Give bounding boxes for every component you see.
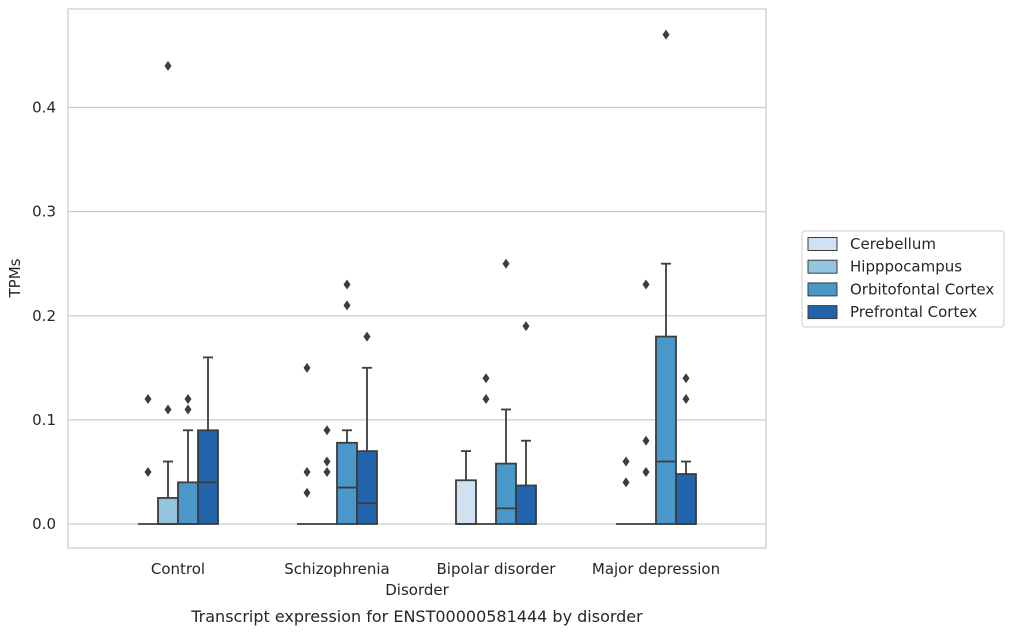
outlier-point	[682, 373, 690, 384]
box	[495, 462, 517, 525]
box	[515, 484, 537, 525]
outlier-point	[363, 331, 371, 342]
x-tick-label: Schizophrenia	[284, 560, 389, 578]
y-axis-title: TPMs	[6, 258, 24, 298]
legend: Cerebellum Hipppocampus Orbitofontal Corte…	[801, 230, 1005, 328]
box-group	[317, 425, 337, 525]
legend-swatch	[807, 282, 838, 297]
box-group	[138, 394, 158, 525]
outlier-point	[184, 404, 192, 415]
outlier-point	[622, 456, 630, 467]
x-tick-label: Major depression	[592, 560, 720, 578]
box	[675, 473, 697, 525]
outlier-point	[642, 466, 650, 477]
outlier-point	[323, 456, 331, 467]
box-group	[455, 450, 477, 525]
x-tick-label: Control	[151, 560, 205, 578]
box-group	[655, 29, 677, 525]
box-group	[476, 373, 496, 525]
box-group	[197, 356, 219, 525]
box	[336, 441, 358, 525]
outlier-point	[164, 60, 172, 71]
outlier-point	[323, 425, 331, 436]
outlier-point	[184, 394, 192, 405]
box-group	[177, 394, 199, 525]
outlier-point	[303, 362, 311, 373]
outlier-point	[522, 321, 530, 332]
box-group	[356, 331, 378, 525]
legend-label: Cerebellum	[850, 235, 936, 253]
box-group	[336, 279, 358, 525]
outlier-point	[144, 466, 152, 477]
outlier-point	[662, 29, 670, 40]
box	[455, 479, 477, 525]
box-group	[157, 60, 179, 525]
outlier-point	[343, 279, 351, 290]
y-tick-labels: 0.0 0.1 0.2 0.3 0.4	[32, 99, 56, 534]
box-group	[616, 456, 636, 525]
outlier-point	[482, 373, 490, 384]
y-tick-label: 0.3	[32, 203, 56, 221]
legend-items: Cerebellum Hipppocampus Orbitofontal Corte…	[807, 235, 994, 321]
outlier-point	[323, 466, 331, 477]
box-group	[636, 279, 656, 525]
x-axis-title: Disorder	[385, 581, 449, 599]
chart-caption: Transcript expression for ENST0000058144…	[190, 607, 643, 626]
box	[655, 335, 677, 525]
box	[356, 450, 378, 525]
outlier-point	[502, 258, 510, 269]
box	[157, 497, 179, 525]
x-tick-label: Bipolar disorder	[437, 560, 557, 578]
box-group	[297, 362, 317, 525]
plot-area-background	[68, 9, 766, 548]
box-group	[515, 321, 537, 525]
outlier-point	[164, 404, 172, 415]
y-tick-label: 0.2	[32, 307, 56, 325]
outlier-point	[682, 394, 690, 405]
legend-frame	[801, 230, 1005, 328]
box	[197, 429, 219, 525]
legend-swatch	[807, 237, 838, 251]
legend-swatch	[807, 259, 838, 274]
box	[177, 481, 199, 525]
outlier-point	[343, 300, 351, 311]
y-tick-label: 0.1	[32, 411, 56, 429]
x-tick-labels: Control Schizophrenia Bipolar disorder Majo…	[151, 560, 720, 578]
y-tick-label: 0.4	[32, 99, 56, 117]
outlier-point	[482, 394, 490, 405]
legend-swatch	[807, 305, 838, 320]
outlier-point	[622, 477, 630, 488]
legend-label: Prefrontal Cortex	[850, 303, 977, 321]
y-tick-label: 0.0	[32, 515, 56, 533]
plot-area-frame	[67, 8, 767, 549]
outlier-point	[144, 394, 152, 405]
legend-label: Hipppocampus	[850, 258, 962, 276]
outlier-point	[303, 487, 311, 498]
outlier-point	[303, 466, 311, 477]
outlier-point	[642, 279, 650, 290]
outlier-point	[642, 435, 650, 446]
legend-label: Orbitofontal Cortex	[850, 280, 994, 298]
box-group	[675, 373, 697, 525]
box-layer	[138, 29, 697, 525]
